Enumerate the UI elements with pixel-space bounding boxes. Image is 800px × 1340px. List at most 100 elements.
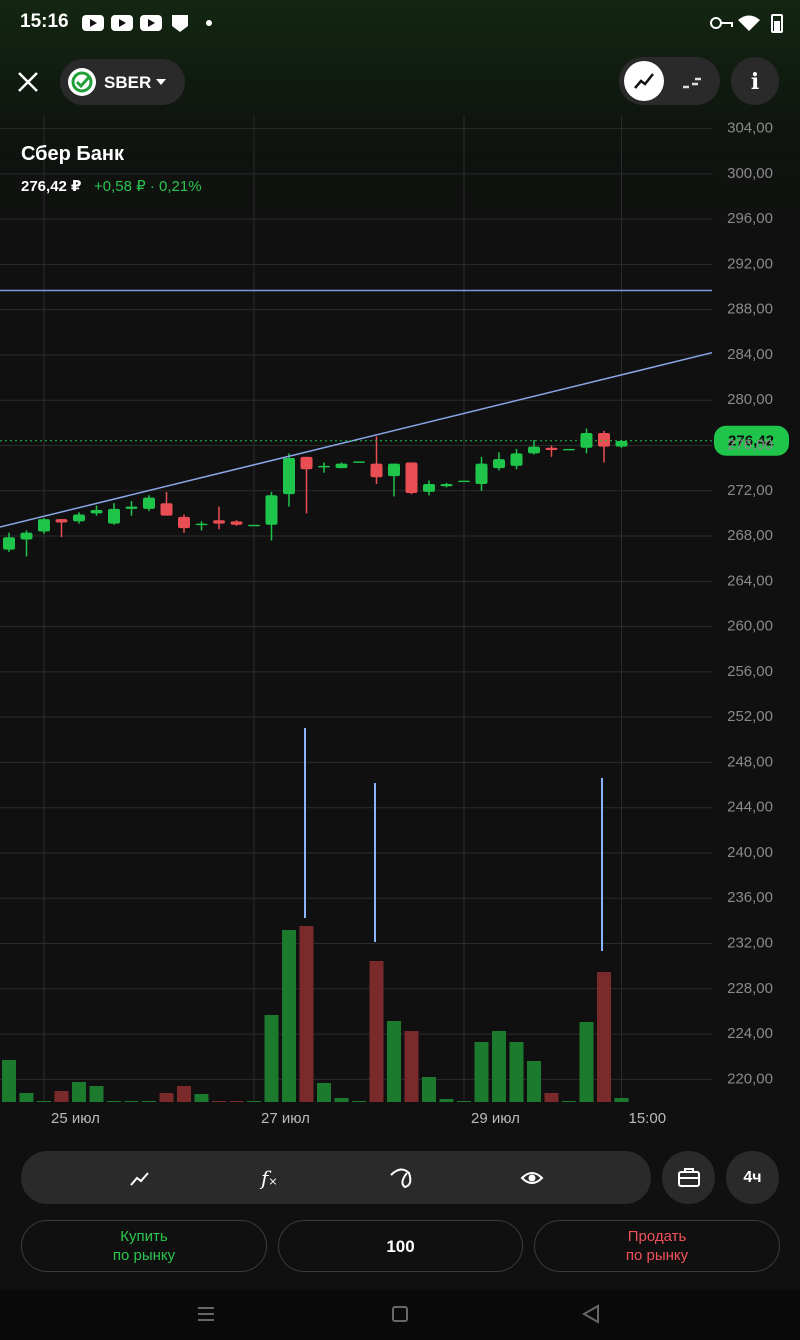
tools-bar: f× <box>21 1151 651 1204</box>
candle-body <box>38 519 50 532</box>
quantity: 100 <box>386 1236 415 1256</box>
y-tick-label: 296,00 <box>727 210 773 227</box>
candle-body <box>370 463 383 478</box>
volume-bar <box>282 930 296 1102</box>
y-tick-label: 252,00 <box>727 708 773 725</box>
current-price-tag <box>714 425 789 456</box>
y-axis: 304,00 300,00 296,00 292,00 288,00 284,00 280,… <box>51 120 773 1127</box>
volume-bar <box>19 1093 34 1102</box>
y-tick-label: 268,00 <box>727 527 773 544</box>
volume-bars <box>2 926 629 1102</box>
y-tick-label: 264,00 <box>727 572 773 589</box>
function-button[interactable]: f× <box>261 1166 278 1190</box>
volume-bar <box>387 1021 401 1102</box>
back-nav[interactable] <box>581 1304 599 1324</box>
candle-body <box>3 537 15 550</box>
x-tick-label: 29 июл <box>471 1110 520 1127</box>
x-tick-label: 25 июл <box>51 1110 100 1127</box>
sber-logo <box>68 68 96 96</box>
volume-bar <box>457 1101 471 1102</box>
ticker: SBER <box>104 73 152 92</box>
menu-nav[interactable] <box>198 1307 214 1321</box>
volume-bar <box>562 1101 576 1102</box>
volume-bar <box>107 1101 121 1102</box>
current-price-label: 276,42 <box>728 433 774 450</box>
volume-bar <box>579 1022 594 1102</box>
candle-body <box>440 483 453 487</box>
y-tick-label: 224,00 <box>727 1025 773 1042</box>
volume-bar <box>597 972 611 1102</box>
price: 276,42 ₽ <box>21 178 82 195</box>
volume-bar <box>194 1094 209 1102</box>
info-button[interactable]: i <box>731 57 779 105</box>
y-tick-label: 256,00 <box>727 663 773 680</box>
volume-bar <box>264 1015 279 1102</box>
y-tick-label: 228,00 <box>727 980 773 997</box>
volume-bar <box>54 1091 69 1102</box>
draw-button[interactable] <box>387 1163 417 1193</box>
candle-body <box>108 508 120 524</box>
volume-bar <box>124 1101 139 1102</box>
candle-body <box>195 523 208 526</box>
indicator-button[interactable] <box>126 1164 154 1192</box>
volume-bar <box>2 1060 16 1102</box>
status-icons <box>82 15 212 32</box>
candle-body <box>545 447 558 451</box>
instrument-name: Сбер Банк <box>21 143 125 165</box>
ticker-selector[interactable]: SBER <box>60 59 185 105</box>
buy-sublabel: по рынку <box>112 1247 176 1264</box>
system-icons <box>710 14 783 33</box>
y-tick-label: 284,00 <box>727 346 773 363</box>
candle-body <box>90 510 103 514</box>
y-tick-label: 300,00 <box>727 165 773 182</box>
price-change: +0,58 ₽ · 0,21% <box>94 178 202 195</box>
navigation-bar <box>0 1290 800 1340</box>
volume-bar <box>177 1086 191 1102</box>
candle-body <box>265 495 278 525</box>
chart-mode-toggle <box>619 57 720 105</box>
volume-bar <box>72 1082 86 1102</box>
close-button[interactable] <box>14 68 42 96</box>
grid <box>0 115 712 1102</box>
volume-bar <box>369 961 384 1102</box>
y-tick-label: 288,00 <box>727 301 773 318</box>
timeframe-button[interactable]: 4ч <box>726 1151 779 1204</box>
buy-button[interactable]: Купить по рынку <box>21 1220 267 1272</box>
candle-body <box>388 463 400 477</box>
trend-line <box>0 351 713 528</box>
candles <box>3 428 628 557</box>
volume-bar <box>352 1101 366 1102</box>
candle-body <box>458 480 470 483</box>
candle-mode-button[interactable] <box>677 67 707 97</box>
volume-bar <box>229 1101 244 1102</box>
candle-body <box>248 524 260 527</box>
portfolio-button[interactable] <box>662 1151 715 1204</box>
line-mode-button[interactable] <box>624 61 664 101</box>
candle-body <box>353 461 365 463</box>
candle-body <box>125 506 138 509</box>
volume-bar <box>37 1101 51 1102</box>
x-tick-label: 27 июл <box>261 1110 310 1127</box>
volume-bar <box>404 1031 419 1102</box>
timeframe: 4ч <box>743 1169 762 1186</box>
candle-body <box>160 503 173 516</box>
y-tick-label: 240,00 <box>727 844 773 861</box>
view-button[interactable] <box>519 1165 545 1191</box>
candle-body <box>143 497 155 509</box>
quantity-field[interactable]: 100 <box>278 1220 523 1272</box>
volume-bar <box>247 1101 261 1102</box>
volume-bar <box>544 1093 559 1102</box>
volume-bar <box>614 1098 629 1102</box>
y-tick-label: 276,00 <box>727 436 773 453</box>
candle-body <box>230 521 243 525</box>
sell-button[interactable]: Продать по рынку <box>534 1220 780 1272</box>
candle-body <box>405 462 418 494</box>
sell-sublabel: по рынку <box>625 1247 689 1264</box>
buy-label: Купить <box>120 1228 168 1245</box>
candle-body <box>283 457 295 495</box>
y-tick-label: 232,00 <box>727 935 773 952</box>
home-nav[interactable] <box>392 1306 408 1322</box>
candle-body <box>563 448 575 451</box>
